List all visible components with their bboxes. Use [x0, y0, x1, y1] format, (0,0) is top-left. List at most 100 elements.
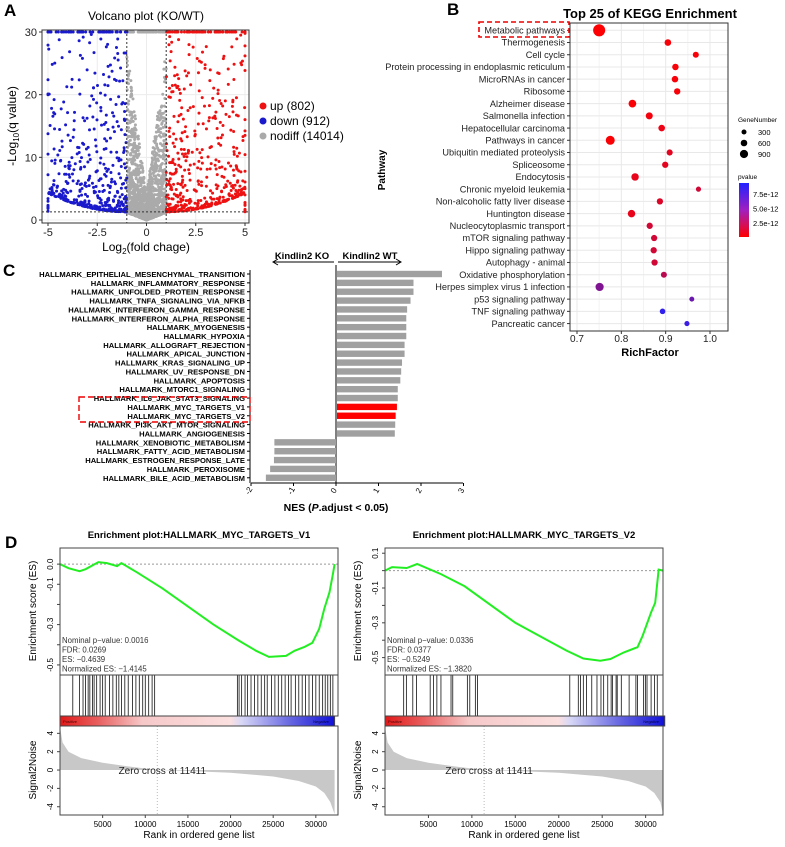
point-down	[67, 166, 71, 170]
pathway-dot	[645, 112, 653, 120]
point-up	[182, 154, 186, 158]
category-label: HALLMARK_PEROXISOME	[147, 465, 245, 474]
point-up	[182, 148, 186, 152]
category-label: HALLMARK_INFLAMMATORY_RESPONSE	[91, 279, 245, 288]
point-up	[208, 189, 212, 193]
point-down	[115, 120, 119, 124]
point-down	[124, 51, 128, 55]
stat-text: FDR: 0.0377	[387, 646, 431, 655]
point-down	[107, 75, 111, 79]
point-up	[171, 141, 175, 145]
point-up	[214, 167, 218, 171]
point-down	[71, 30, 75, 34]
point-nodiff	[134, 176, 138, 180]
point-down	[99, 109, 103, 113]
point-nodiff	[155, 208, 159, 212]
point-up	[179, 30, 183, 34]
point-down	[61, 191, 65, 195]
nes-bar	[337, 430, 395, 437]
point-up	[171, 157, 175, 161]
point-down	[122, 181, 126, 185]
point-down	[46, 173, 50, 177]
point-nodiff	[130, 199, 134, 203]
point-down	[103, 30, 107, 34]
point-up	[197, 89, 201, 93]
point-down	[88, 174, 92, 178]
point-nodiff	[133, 158, 137, 162]
gsea-title: Enrichment plot:HALLMARK_MYC_TARGETS_V1	[88, 530, 311, 541]
point-up	[213, 163, 217, 167]
point-nodiff	[146, 213, 150, 217]
point-up	[199, 30, 203, 34]
point-up	[176, 84, 180, 88]
point-nodiff	[129, 134, 133, 138]
pathway-label: Non-alcoholic fatty liver disease	[436, 197, 565, 207]
point-nodiff	[155, 188, 159, 192]
point-down	[76, 145, 80, 149]
point-up	[216, 30, 220, 34]
nes-bar	[337, 270, 442, 278]
point-nodiff	[136, 30, 140, 34]
point-up	[167, 182, 171, 186]
point-up	[185, 74, 189, 78]
point-down	[123, 210, 127, 214]
point-up	[236, 191, 240, 195]
point-down	[53, 161, 57, 165]
point-up	[243, 193, 247, 197]
x-tick-label: 1.0	[703, 334, 717, 345]
point-down	[99, 30, 103, 34]
point-down	[99, 156, 103, 160]
point-nodiff	[137, 208, 141, 212]
point-nodiff	[155, 117, 159, 121]
point-down	[103, 208, 107, 212]
point-up	[209, 196, 213, 200]
negative-label: Negative	[313, 719, 330, 724]
point-up	[231, 195, 235, 199]
point-up	[168, 126, 172, 130]
point-down	[87, 199, 91, 203]
point-up	[182, 204, 186, 208]
point-up	[232, 78, 236, 82]
nes-bar	[270, 465, 336, 473]
point-down	[106, 127, 110, 131]
point-up	[216, 201, 220, 205]
pathway-dot	[692, 51, 699, 58]
pathway-label: Pathways in cancer	[485, 135, 565, 145]
nes-bar	[337, 279, 414, 287]
point-up	[178, 208, 182, 212]
point-down	[59, 107, 63, 111]
highlight-box	[478, 21, 570, 38]
point-up	[177, 77, 181, 81]
x-axis-label: NES (P.adjust < 0.05)	[284, 502, 389, 514]
es-curve	[59, 561, 336, 658]
point-down	[47, 191, 51, 195]
point-nodiff	[140, 165, 144, 169]
point-down	[76, 30, 80, 34]
point-nodiff	[135, 167, 139, 171]
point-down	[123, 102, 127, 106]
point-up	[167, 196, 171, 200]
point-down	[108, 136, 112, 140]
point-nodiff	[127, 140, 131, 144]
point-up	[196, 199, 200, 203]
point-up	[185, 188, 189, 192]
point-down	[121, 203, 125, 207]
point-up	[170, 188, 174, 192]
point-down	[75, 182, 79, 186]
point-down	[56, 153, 60, 157]
point-up	[208, 68, 212, 72]
point-down	[93, 138, 97, 142]
y-tick-label: -2	[46, 784, 55, 792]
point-down	[80, 186, 84, 190]
point-down	[71, 179, 75, 183]
point-up	[182, 30, 186, 34]
point-up	[176, 182, 180, 186]
point-nodiff	[149, 166, 153, 170]
point-nodiff	[157, 153, 161, 157]
point-down	[86, 194, 90, 198]
point-up	[183, 69, 187, 73]
point-down	[105, 169, 109, 173]
point-up	[235, 165, 239, 169]
x-tick-label: 0	[143, 227, 149, 239]
point-nodiff	[156, 157, 160, 161]
